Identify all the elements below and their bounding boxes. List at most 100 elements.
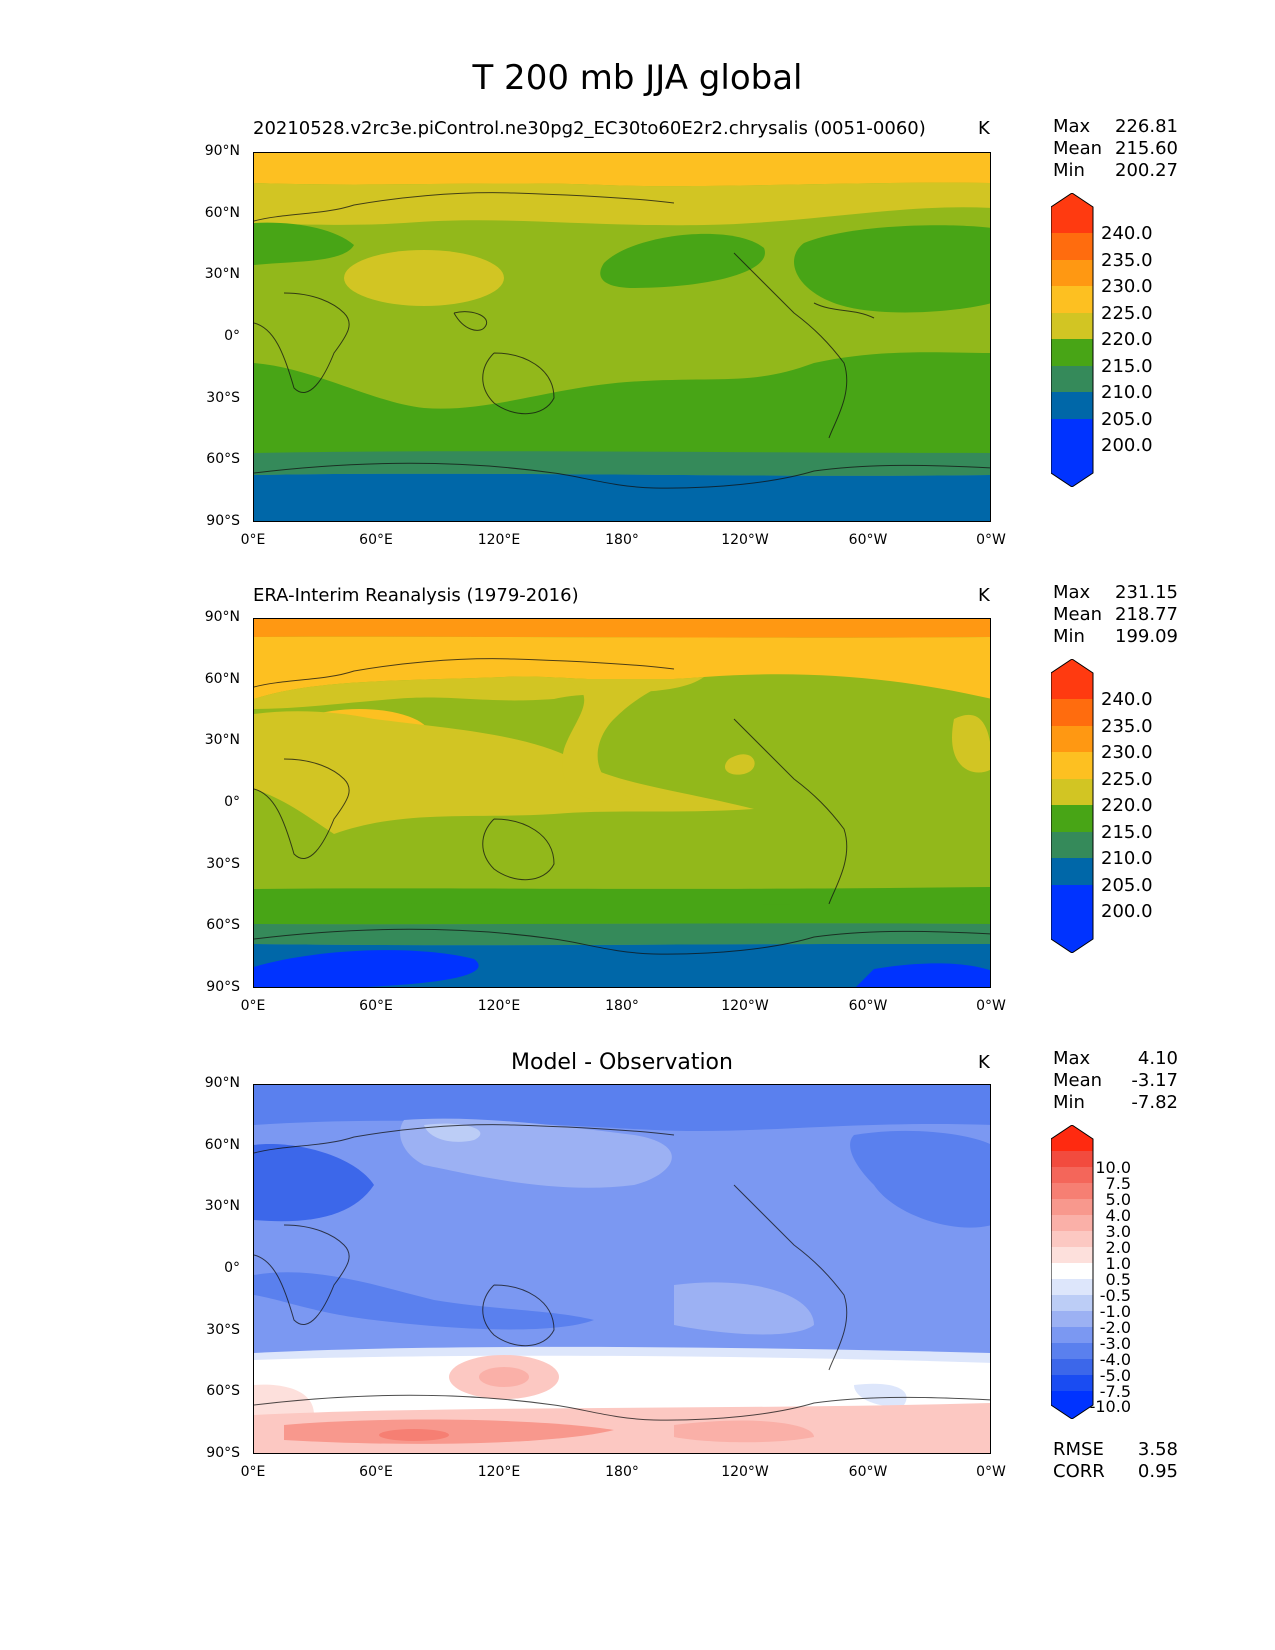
colorbar-label: 0.5 bbox=[1105, 1270, 1131, 1289]
panel-difference: Model - Observation K bbox=[0, 0, 1275, 1482]
lat-tick: 60°N bbox=[204, 205, 240, 221]
colorbar-label: -4.0 bbox=[1099, 1350, 1131, 1369]
stats-box: Max 231.15 Mean 218.77 Min 199.09 bbox=[1053, 582, 1178, 648]
colorbar-label: 4.0 bbox=[1105, 1206, 1131, 1225]
colorbar-label: -0.5 bbox=[1099, 1286, 1131, 1305]
stats-box: Max 4.10 Mean -3.17 Min -7.82 bbox=[1053, 1048, 1178, 1114]
stat-min: -7.82 bbox=[1131, 1092, 1178, 1113]
lat-tick: 60°S bbox=[206, 451, 240, 467]
metric-label: RMSE bbox=[1053, 1439, 1104, 1460]
lon-tick: 180° bbox=[605, 998, 639, 1014]
lat-tick: 30°S bbox=[206, 390, 240, 406]
stat-label: Max bbox=[1053, 582, 1091, 603]
stat-max: 4.10 bbox=[1137, 1048, 1178, 1069]
lon-tick: 0°E bbox=[240, 998, 266, 1014]
lon-tick: 180° bbox=[605, 1464, 639, 1480]
colorbar-label: -3.0 bbox=[1099, 1334, 1131, 1353]
stat-label: Max bbox=[1053, 116, 1091, 137]
metric-rmse: 3.58 bbox=[1137, 1439, 1178, 1460]
lat-tick: 60°S bbox=[206, 917, 240, 933]
stat-mean: -3.17 bbox=[1131, 1070, 1178, 1091]
lon-tick: 60°E bbox=[359, 532, 393, 548]
lat-tick: 60°S bbox=[206, 1383, 240, 1399]
colorbar-label: 220.0 bbox=[1101, 795, 1153, 816]
colorbar bbox=[1051, 659, 1094, 953]
colorbar-label: 225.0 bbox=[1101, 303, 1153, 324]
panel-title: Model - Observation bbox=[511, 1050, 733, 1075]
stat-mean: 218.77 bbox=[1115, 604, 1178, 625]
lon-tick: 60°W bbox=[848, 532, 888, 548]
lon-tick: 0°E bbox=[240, 1464, 266, 1480]
panel-observation: ERA-Interim Reanalysis (1979-2016) K bbox=[0, 0, 1275, 1014]
lat-tick: 90°S bbox=[206, 1445, 240, 1461]
panel-model: 20210528.v2rc3e.piControl.ne30pg2_EC30to… bbox=[0, 0, 1275, 548]
colorbar-label: -5.0 bbox=[1099, 1366, 1131, 1385]
units-label: K bbox=[978, 1052, 990, 1073]
colorbar-label: 200.0 bbox=[1101, 435, 1153, 456]
lat-tick: 90°N bbox=[204, 1075, 240, 1091]
lon-tick: 60°E bbox=[359, 1464, 393, 1480]
colorbar-label: 235.0 bbox=[1101, 716, 1153, 737]
colorbar bbox=[1051, 193, 1094, 487]
lon-tick: 0°W bbox=[976, 998, 1006, 1014]
colorbar-label: 210.0 bbox=[1101, 382, 1153, 403]
colorbar-label: -2.0 bbox=[1099, 1318, 1131, 1337]
panel-title: ERA-Interim Reanalysis (1979-2016) bbox=[253, 585, 579, 606]
lon-tick: 0°W bbox=[976, 532, 1006, 548]
stat-max: 231.15 bbox=[1115, 582, 1178, 603]
colorbar-label: 240.0 bbox=[1101, 223, 1153, 244]
panel-title: 20210528.v2rc3e.piControl.ne30pg2_EC30to… bbox=[253, 118, 926, 139]
lon-tick: 120°E bbox=[477, 998, 521, 1014]
colorbar-label: 200.0 bbox=[1101, 901, 1153, 922]
map-model bbox=[253, 152, 991, 522]
figure-title: T 200 mb JJA global bbox=[472, 58, 803, 98]
colorbar-label: 1.0 bbox=[1105, 1254, 1131, 1273]
lat-tick: 0° bbox=[224, 794, 240, 810]
lon-tick: 60°E bbox=[359, 998, 393, 1014]
lon-tick: 180° bbox=[605, 532, 639, 548]
colorbar-label: 225.0 bbox=[1101, 769, 1153, 790]
lon-tick: 120°E bbox=[477, 532, 521, 548]
colorbar-label: 7.5 bbox=[1105, 1174, 1131, 1193]
colorbar-label: 230.0 bbox=[1101, 276, 1153, 297]
stat-label: Max bbox=[1053, 1048, 1091, 1069]
stat-mean: 215.60 bbox=[1115, 138, 1178, 159]
lat-tick: 30°N bbox=[204, 732, 240, 748]
stats-box: Max 226.81 Mean 215.60 Min 200.27 bbox=[1053, 116, 1178, 182]
lon-tick: 0°E bbox=[240, 532, 266, 548]
colorbar-label: 10.0 bbox=[1095, 1158, 1131, 1177]
lat-tick: 90°S bbox=[206, 979, 240, 995]
lat-tick: 90°N bbox=[204, 609, 240, 625]
colorbar-label: 3.0 bbox=[1105, 1222, 1131, 1241]
lat-tick: 60°N bbox=[204, 1137, 240, 1153]
colorbar-label: -7.5 bbox=[1099, 1382, 1131, 1401]
colorbar-label: 205.0 bbox=[1101, 875, 1153, 896]
stat-max: 226.81 bbox=[1115, 116, 1178, 137]
stat-label: Mean bbox=[1053, 604, 1103, 625]
colorbar-label: 215.0 bbox=[1101, 822, 1153, 843]
lat-tick: 60°N bbox=[204, 671, 240, 687]
metric-corr: 0.95 bbox=[1137, 1461, 1178, 1482]
lat-tick: 30°S bbox=[206, 1322, 240, 1338]
colorbar-label: -1.0 bbox=[1099, 1302, 1131, 1321]
stat-label: Mean bbox=[1053, 138, 1103, 159]
lon-tick: 60°W bbox=[848, 1464, 888, 1480]
colorbar-label: 5.0 bbox=[1105, 1190, 1131, 1209]
units-label: K bbox=[978, 118, 990, 139]
lon-tick: 0°W bbox=[976, 1464, 1006, 1480]
stat-label: Min bbox=[1053, 160, 1085, 181]
lat-tick: 90°S bbox=[206, 513, 240, 529]
colorbar-label: 240.0 bbox=[1101, 689, 1153, 710]
colorbar-label: 220.0 bbox=[1101, 329, 1153, 350]
lat-tick: 0° bbox=[224, 1260, 240, 1276]
units-label: K bbox=[978, 585, 990, 606]
stat-label: Min bbox=[1053, 626, 1085, 647]
colorbar-label: 210.0 bbox=[1101, 848, 1153, 869]
lat-tick: 30°S bbox=[206, 856, 240, 872]
colorbar bbox=[1051, 1125, 1094, 1419]
colorbar-label: -10.0 bbox=[1089, 1397, 1131, 1416]
lon-tick: 120°E bbox=[477, 1464, 521, 1480]
lat-tick: 30°N bbox=[204, 1198, 240, 1214]
lat-tick: 90°N bbox=[204, 143, 240, 159]
stat-label: Min bbox=[1053, 1092, 1085, 1113]
